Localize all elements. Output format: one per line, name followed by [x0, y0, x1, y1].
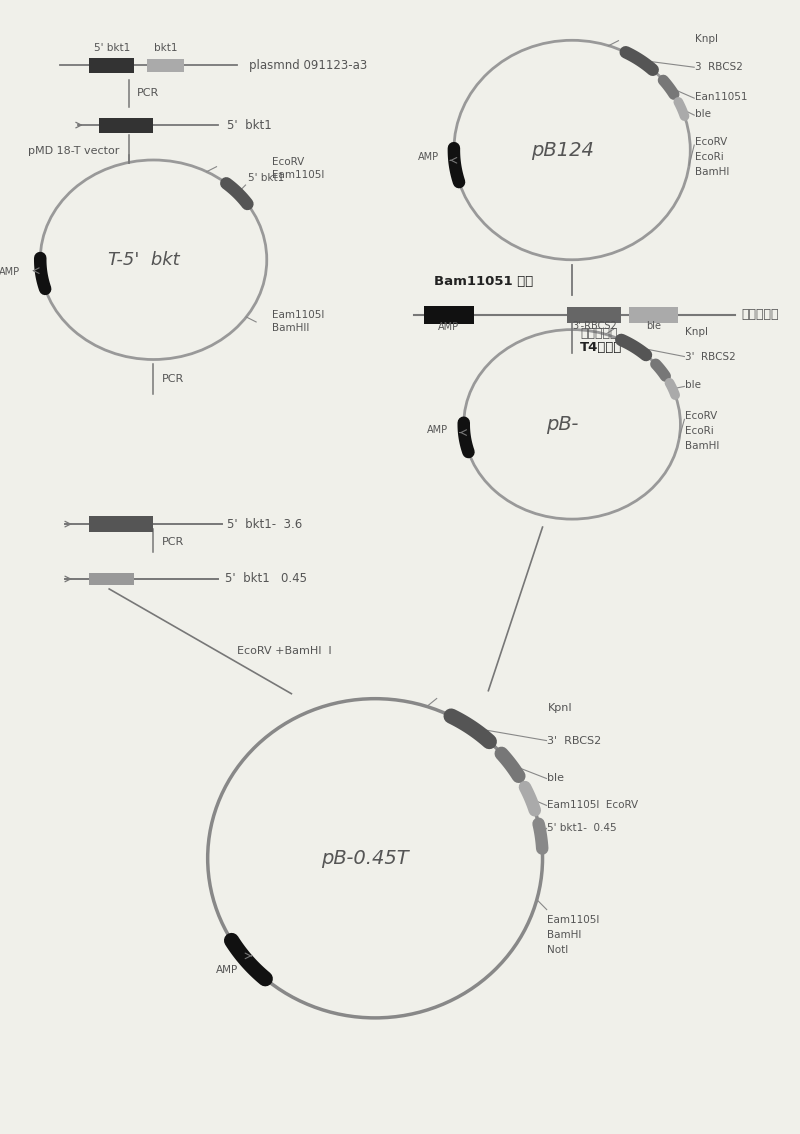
Text: EcoRV: EcoRV [272, 156, 304, 167]
Text: BamHI: BamHI [695, 167, 730, 177]
Text: EcoRV: EcoRV [686, 412, 718, 422]
Text: KnpI: KnpI [686, 327, 708, 337]
FancyBboxPatch shape [146, 59, 184, 71]
Text: Eam1105I  EcoRV: Eam1105I EcoRV [547, 801, 638, 811]
Text: EcoRi: EcoRi [695, 152, 724, 162]
Text: ble: ble [695, 109, 711, 119]
FancyBboxPatch shape [424, 306, 474, 323]
Text: PCR: PCR [162, 374, 184, 384]
Text: BamHI: BamHI [547, 930, 582, 940]
Text: 线注化体体: 线注化体体 [742, 308, 779, 321]
Text: 5' bkt1-  0.45: 5' bkt1- 0.45 [547, 823, 617, 833]
Text: NotI: NotI [547, 945, 569, 955]
Text: bkt1: bkt1 [154, 43, 177, 53]
Text: EcoRV: EcoRV [695, 137, 727, 147]
Text: PCR: PCR [162, 538, 184, 547]
Text: KnpI: KnpI [695, 34, 718, 44]
Text: 3  RBCS2: 3 RBCS2 [695, 62, 743, 73]
Text: AMP: AMP [427, 424, 449, 434]
Text: plasmnd 091123-a3: plasmnd 091123-a3 [249, 59, 367, 71]
Text: 5'  bkt1-  3.6: 5' bkt1- 3.6 [227, 517, 302, 531]
FancyBboxPatch shape [567, 306, 622, 322]
Text: pMD 18-T vector: pMD 18-T vector [28, 146, 119, 156]
Text: AMP: AMP [216, 965, 238, 975]
Text: EcoRV +BamHI  l: EcoRV +BamHI l [238, 645, 332, 655]
Text: 末端平带化: 末端平带化 [580, 327, 618, 339]
Text: Bam11051 切切: Bam11051 切切 [434, 274, 534, 288]
Text: 5'  bkt1: 5' bkt1 [227, 119, 272, 132]
Text: Eam1105I: Eam1105I [272, 170, 324, 180]
Text: T4的连接: T4的连接 [580, 340, 622, 354]
Text: 5' bkt1: 5' bkt1 [94, 43, 130, 53]
Text: 3'  RBCS2: 3' RBCS2 [547, 736, 602, 745]
Text: 5'  bkt1   0.45: 5' bkt1 0.45 [226, 573, 307, 585]
FancyBboxPatch shape [99, 118, 154, 133]
Text: PCR: PCR [137, 88, 159, 99]
Text: Ean11051: Ean11051 [695, 92, 748, 102]
Text: BamHI: BamHI [686, 441, 720, 451]
Text: 5' bkt1: 5' bkt1 [247, 174, 284, 183]
Text: AMP: AMP [418, 152, 438, 162]
Text: BamHII: BamHII [272, 322, 309, 332]
Text: AMP: AMP [0, 266, 20, 277]
Text: pB-0.45T: pB-0.45T [322, 848, 409, 868]
Text: Eam1105I: Eam1105I [547, 915, 600, 925]
Text: pB124: pB124 [530, 141, 594, 160]
FancyBboxPatch shape [90, 58, 134, 73]
FancyBboxPatch shape [630, 306, 678, 322]
Text: KpnI: KpnI [547, 703, 572, 712]
Text: EcoRi: EcoRi [686, 426, 714, 437]
Text: ble: ble [686, 380, 702, 390]
FancyBboxPatch shape [90, 573, 134, 585]
Text: pB-: pB- [546, 415, 578, 434]
Text: T-5'  bkt: T-5' bkt [108, 251, 179, 269]
Text: Eam1105I: Eam1105I [272, 310, 324, 320]
FancyBboxPatch shape [90, 516, 154, 532]
Text: AMP: AMP [438, 322, 459, 331]
Text: ble: ble [646, 321, 662, 331]
Text: ble: ble [547, 773, 565, 784]
Text: 3'  RBCS2: 3' RBCS2 [686, 352, 736, 362]
Text: 3'-RBCS2: 3'-RBCS2 [572, 321, 617, 331]
